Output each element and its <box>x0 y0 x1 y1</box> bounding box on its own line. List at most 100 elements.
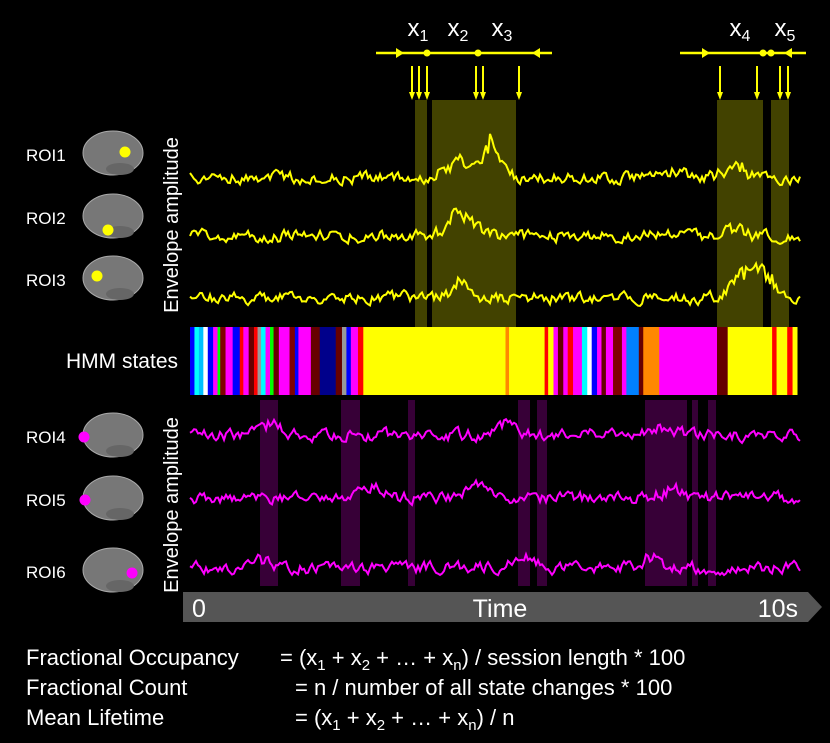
junction <box>767 49 775 57</box>
state-segment <box>772 327 778 395</box>
state-segment <box>310 327 321 395</box>
roi-dot <box>102 224 114 236</box>
formula-subscript: n <box>468 717 476 734</box>
roi: ROI5 <box>26 475 144 521</box>
interval-sub: 2 <box>460 28 469 45</box>
roi: ROI1 <box>26 130 144 176</box>
state-segment <box>341 327 347 395</box>
state-segment <box>213 327 219 395</box>
junction <box>759 49 767 57</box>
state-segment <box>335 327 343 395</box>
bottom-axis-label: Envelope amplitude <box>161 417 183 593</box>
formula: = (x1 + x2 + … + xn) / session length * … <box>280 645 685 674</box>
state-segment <box>265 327 271 395</box>
state-segment <box>557 327 564 395</box>
formula-text: ) / session length * 100 <box>462 645 686 670</box>
state-segment <box>207 327 214 395</box>
formula-name: Fractional Count <box>26 675 187 700</box>
brain-icon-lobe <box>106 580 134 592</box>
state-segment <box>792 327 798 395</box>
arrowhead <box>702 48 710 58</box>
signal-trace <box>189 207 801 246</box>
arrowhead <box>396 48 404 58</box>
interval-name: x <box>448 15 460 42</box>
junction <box>423 49 431 57</box>
hmm-label: HMM states <box>66 350 178 373</box>
interval-sub: 3 <box>504 28 513 45</box>
state-segment <box>626 327 640 395</box>
state-segment <box>289 327 296 395</box>
formula-text: = (x <box>295 705 332 730</box>
arrowhead <box>717 92 723 100</box>
state-segment <box>198 327 204 395</box>
interval-name: x <box>492 15 504 42</box>
roi-dot <box>79 494 91 506</box>
arrowhead <box>416 92 422 100</box>
arrowhead <box>409 92 415 100</box>
time-start: 0 <box>192 595 206 623</box>
state-segment <box>659 327 696 395</box>
arrowhead <box>473 92 479 100</box>
top-axis-label: Envelope amplitude <box>161 137 183 313</box>
roi-dot <box>91 270 103 282</box>
highlight <box>771 100 789 328</box>
state-segment <box>694 327 718 395</box>
state-segment <box>294 327 299 395</box>
roi: ROI2 <box>26 193 144 239</box>
highlight <box>717 100 763 328</box>
state-segment <box>505 327 510 395</box>
brain-icon-lobe <box>106 288 134 300</box>
formula-text: = n / number of all state changes * 100 <box>295 675 672 700</box>
time-end: 10s <box>758 595 798 623</box>
formula-subscript: 2 <box>377 717 385 734</box>
state-segment <box>544 327 549 395</box>
state-segment <box>621 327 627 395</box>
state-segment <box>217 327 221 395</box>
highlight <box>518 400 530 586</box>
junction <box>474 49 482 57</box>
formula-name: Fractional Occupancy <box>26 645 239 670</box>
roi: ROI6 <box>26 547 144 593</box>
arrowhead <box>480 92 486 100</box>
formula-text: + … + x <box>370 645 453 670</box>
brain-icon-lobe <box>106 163 134 175</box>
state-segment <box>190 327 195 395</box>
interval-name: x <box>775 15 787 42</box>
roi: ROI4 <box>26 412 144 458</box>
roi-label: ROI4 <box>26 428 66 447</box>
state-segment <box>563 327 569 395</box>
interval-sub: 1 <box>420 28 429 45</box>
state-segment <box>261 327 267 395</box>
state-segment <box>553 327 559 395</box>
roi-dot <box>78 431 90 443</box>
brain-icon <box>82 547 144 593</box>
state-segment <box>587 327 593 395</box>
formula-subscript: 2 <box>362 657 370 674</box>
state-segment <box>350 327 359 395</box>
roi-dot <box>126 567 138 579</box>
arrowhead <box>785 92 791 100</box>
brain-icon-lobe <box>106 508 134 520</box>
formula-name: Mean Lifetime <box>26 705 164 730</box>
interval-name: x <box>730 15 742 42</box>
state-segment <box>573 327 583 395</box>
interval-label: x3 <box>492 15 513 45</box>
highlight <box>341 400 360 586</box>
arrowhead <box>516 92 522 100</box>
arrowhead <box>784 48 792 58</box>
roi-label: ROI3 <box>26 271 66 290</box>
state-segment <box>319 327 337 395</box>
brain-icon <box>82 193 144 239</box>
state-segment <box>278 327 291 395</box>
arrowhead <box>777 92 783 100</box>
highlight <box>432 100 478 328</box>
signal-trace <box>189 551 801 577</box>
signal-trace <box>189 260 801 308</box>
state-segment <box>787 327 794 395</box>
hmm-state-bar <box>190 327 798 395</box>
state-segment <box>203 327 209 395</box>
state-segment <box>239 327 244 395</box>
state-segment <box>269 327 275 395</box>
state-segment <box>225 327 234 395</box>
